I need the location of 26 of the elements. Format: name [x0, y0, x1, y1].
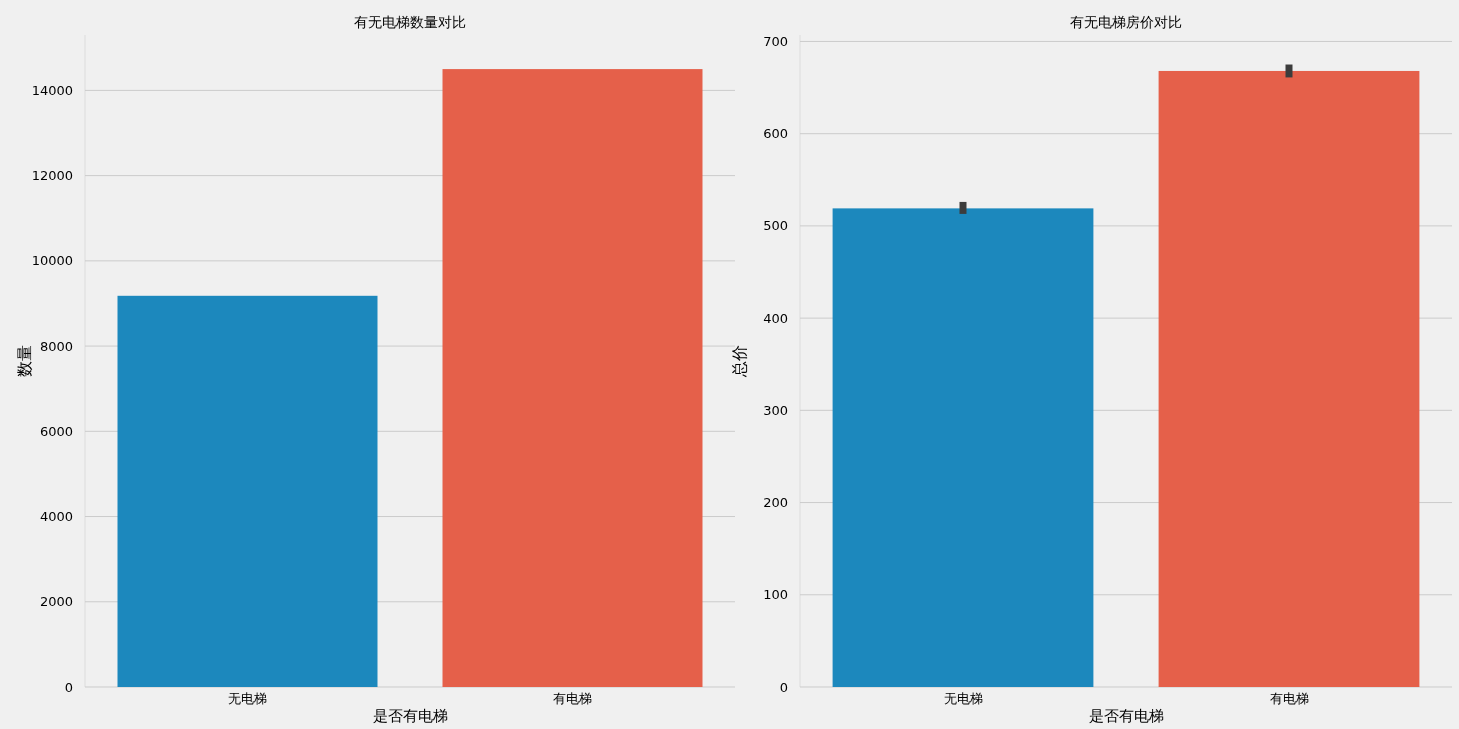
y-tick-label: 300 [763, 402, 788, 418]
y-tick-label: 2000 [39, 594, 73, 610]
y-tick-label: 200 [763, 495, 788, 511]
x-tick-label: 无电梯 [228, 691, 267, 706]
x-tick-label: 有电梯 [553, 691, 592, 706]
y-tick-label: 0 [64, 679, 73, 695]
y-tick-label: 0 [779, 679, 788, 695]
x-axis-title: 是否有电梯 [372, 707, 448, 725]
y-tick-label: 4000 [39, 509, 73, 525]
y-tick-label: 10000 [31, 253, 73, 269]
y-tick-label: 600 [763, 126, 788, 142]
y-tick-label: 400 [763, 310, 788, 326]
y-axis-title: 数量 [15, 345, 34, 377]
y-tick-label: 500 [763, 218, 788, 234]
y-tick-label: 6000 [39, 423, 73, 439]
chart-title: 有无电梯房价对比 [1070, 14, 1182, 30]
y-tick-label: 100 [763, 587, 788, 603]
y-tick-label: 700 [763, 34, 788, 50]
x-tick-label: 有电梯 [1269, 691, 1309, 706]
x-tick-label: 无电梯 [943, 691, 983, 706]
y-tick-label: 12000 [31, 168, 73, 184]
y-tick-label: 14000 [31, 82, 73, 98]
y-axis-title: 总价 [730, 345, 749, 378]
x-axis-title: 是否有电梯 [1088, 707, 1164, 725]
y-tick-label: 8000 [39, 338, 73, 354]
chart-title: 有无电梯数量对比 [354, 14, 466, 30]
